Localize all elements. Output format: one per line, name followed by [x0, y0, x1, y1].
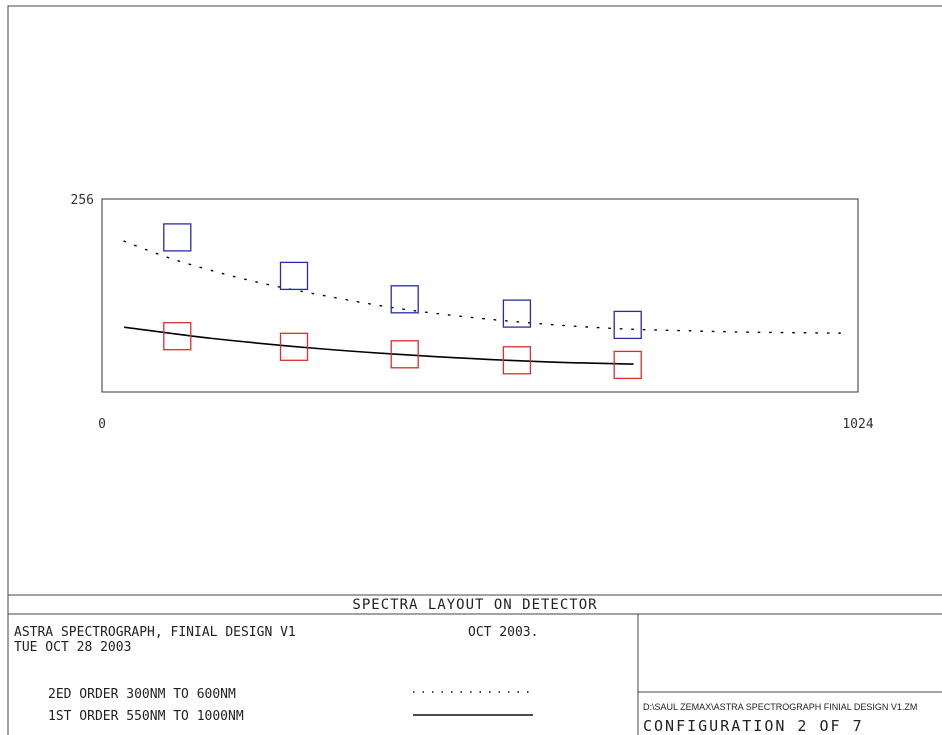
footer-line2: TUE OCT 28 2003 — [14, 640, 131, 655]
legend-label-1st-order: 1ST ORDER 550NM TO 1000NM — [48, 709, 244, 724]
marker-second-order-2 — [279, 261, 309, 291]
marker-first-order-3 — [390, 340, 419, 369]
footer-title: SPECTRA LAYOUT ON DETECTOR — [352, 597, 597, 613]
sheet-frame — [7, 5, 942, 735]
configuration-label: CONFIGURATION 2 OF 7 — [643, 717, 864, 735]
marker-second-order-3 — [390, 285, 419, 314]
x-tick-label-0: 0 — [98, 417, 106, 432]
plot-frame — [101, 198, 859, 393]
series-line-first-order — [124, 326, 634, 365]
series-layer — [123, 223, 849, 380]
series-line-second-order — [123, 240, 849, 334]
marker-first-order-5 — [613, 350, 642, 380]
marker-first-order-2 — [279, 332, 309, 361]
marker-second-order-1 — [163, 223, 192, 252]
file-path: D:\SAUL ZEMAX\ASTRA SPECTROGRAPH FINIAL … — [643, 702, 917, 712]
y-tick-label-256: 256 — [71, 193, 94, 208]
marker-second-order-5 — [613, 310, 642, 340]
footer-date-short: OCT 2003. — [468, 625, 538, 640]
marker-first-order-1 — [163, 322, 192, 351]
title-block: SPECTRA LAYOUT ON DETECTOR ASTRA SPECTRO… — [8, 594, 942, 735]
marker-second-order-4 — [502, 299, 532, 328]
legend-label-2nd-order: 2ED ORDER 300NM TO 600NM — [48, 687, 236, 702]
x-tick-label-1024: 1024 — [842, 417, 873, 432]
marker-first-order-4 — [502, 346, 532, 375]
footer-line1: ASTRA SPECTROGRAPH, FINIAL DESIGN V1 — [14, 625, 296, 640]
